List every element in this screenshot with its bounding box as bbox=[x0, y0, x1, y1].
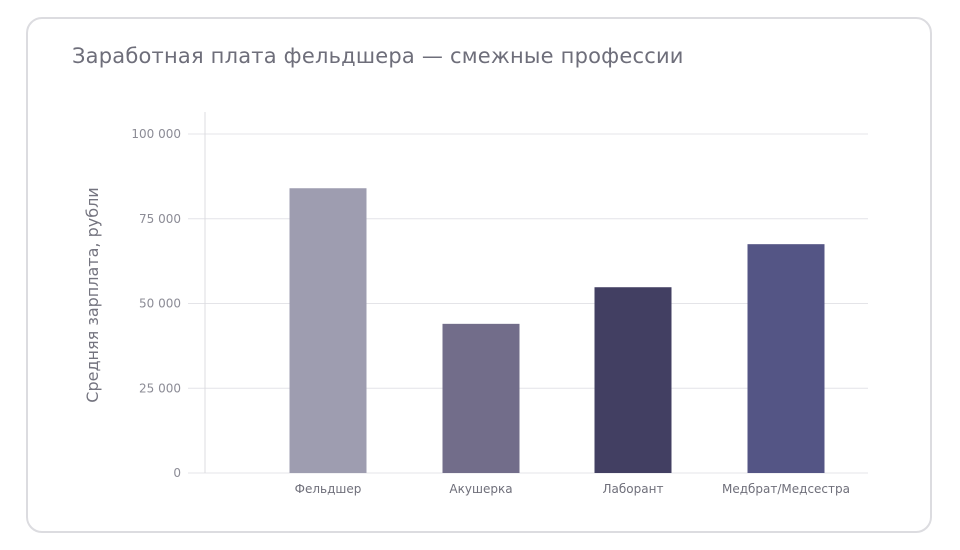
category-label: Лаборант bbox=[603, 482, 664, 496]
category-labels: Фельдшер Акушерка Лаборант Медбрат/Медсестр… bbox=[295, 482, 850, 496]
bar bbox=[747, 244, 825, 473]
y-tick-label: 75 000 bbox=[139, 212, 181, 226]
category-label: Фельдшер bbox=[295, 482, 362, 496]
bars bbox=[289, 188, 825, 474]
category-label: Медбрат/Медсестра bbox=[722, 482, 850, 496]
bar bbox=[594, 287, 672, 473]
y-axis-label: Средняя зарплата, рубли bbox=[83, 187, 102, 402]
y-tick-label: 0 bbox=[173, 466, 181, 480]
bar bbox=[289, 188, 367, 474]
bar bbox=[442, 323, 520, 473]
y-tick-label: 50 000 bbox=[139, 297, 181, 311]
y-tick-labels: 0 25 000 50 000 75 000 100 000 bbox=[131, 127, 181, 480]
category-label: Акушерка bbox=[449, 482, 512, 496]
y-tick-label: 25 000 bbox=[139, 381, 181, 395]
y-tick-label: 100 000 bbox=[131, 127, 181, 141]
chart-title: Заработная плата фельдшера — смежные про… bbox=[72, 44, 684, 68]
